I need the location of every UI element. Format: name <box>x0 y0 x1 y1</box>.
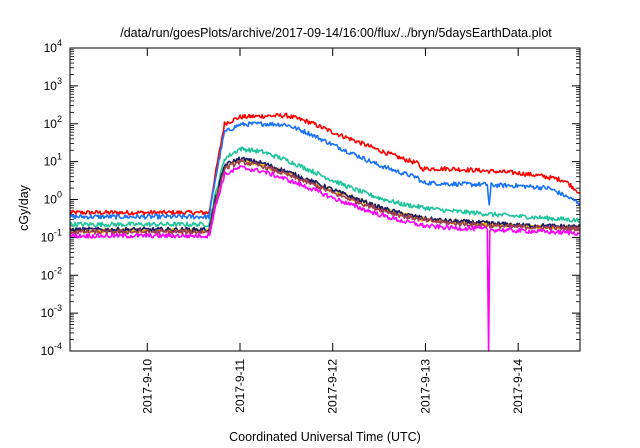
series-line-6 <box>69 165 581 352</box>
y-axis-ticks: 104 103 102 101 100 10-1 10-2 10-3 10-4 <box>41 38 580 358</box>
x-tick-label: 2017-9-10 <box>140 359 154 414</box>
chart-title: /data/run/goesPlots/archive/2017-09-14/1… <box>120 26 552 40</box>
y-tick-label: 10-2 <box>41 265 62 282</box>
y-tick-label: 101 <box>44 152 62 169</box>
y-tick-label: 102 <box>44 114 62 131</box>
plot-frame <box>69 47 581 352</box>
series-line-1 <box>69 121 581 220</box>
y-tick-label: 10-1 <box>41 227 62 244</box>
y-axis-label: cGy/day <box>17 184 31 231</box>
x-tick-label: 2017-9-13 <box>418 359 432 414</box>
y-tick-label: 10-4 <box>41 341 62 358</box>
x-axis-label: Coordinated Universal Time (UTC) <box>229 430 421 444</box>
y-tick-label: 103 <box>44 76 62 93</box>
plot-area <box>69 112 581 352</box>
series-line-0 <box>69 112 580 216</box>
x-tick-label: 2017-9-12 <box>326 359 340 414</box>
y-tick-label: 104 <box>44 38 62 55</box>
series-line-2 <box>69 146 581 228</box>
x-tick-label: 2017-9-14 <box>511 359 525 414</box>
x-axis-ticks: 2017-9-10 2017-9-11 2017-9-12 2017-9-13 2017… <box>140 48 525 414</box>
x-tick-label: 2017-9-11 <box>233 359 247 413</box>
y-tick-label: 10-3 <box>41 303 62 320</box>
series-line-5 <box>69 159 581 235</box>
y-tick-label: 100 <box>44 190 62 207</box>
series-line-4 <box>69 156 581 233</box>
